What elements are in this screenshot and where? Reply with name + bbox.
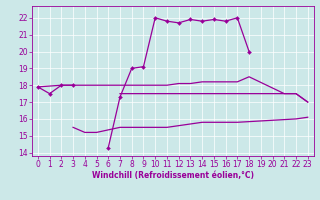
X-axis label: Windchill (Refroidissement éolien,°C): Windchill (Refroidissement éolien,°C) [92, 171, 254, 180]
